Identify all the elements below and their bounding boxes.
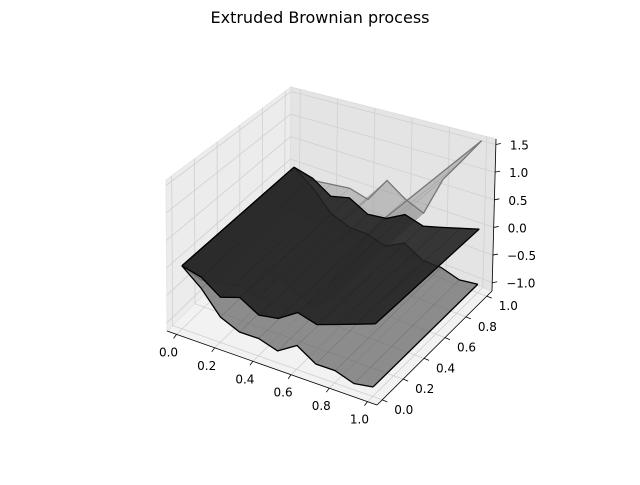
z-tick-label: 0.5 <box>508 194 527 208</box>
x-tick <box>325 387 330 393</box>
y-tick <box>423 357 430 361</box>
y-tick <box>465 316 472 320</box>
y-tick-label: 0.6 <box>457 341 476 355</box>
x-tick-label: 0.6 <box>274 386 293 400</box>
z-tick <box>494 198 500 201</box>
z-tick-label: −0.5 <box>507 249 536 263</box>
chart-title: Extruded Brownian process <box>211 8 430 27</box>
y-tick-label: 0.2 <box>415 382 434 396</box>
x-tick-label: 0.2 <box>197 359 216 373</box>
y-axis-line <box>376 290 493 406</box>
y-tick <box>402 378 409 382</box>
y-tick <box>486 295 492 299</box>
z-tick-label: 0.0 <box>508 221 527 235</box>
axis-ticks: 0.00.20.40.60.81.00.00.20.40.60.81.0−1.0… <box>159 139 536 427</box>
x-tick-label: 1.0 <box>350 413 369 427</box>
dark-surface-start-edge <box>181 166 295 267</box>
z-tick <box>492 253 499 256</box>
x-tick <box>287 374 292 379</box>
gridline <box>166 136 495 241</box>
gridline <box>367 136 488 402</box>
z-tick <box>492 281 498 284</box>
dark-surface-back-edge <box>293 166 480 230</box>
z-tick <box>495 143 501 145</box>
light-surface-end-edge <box>378 140 482 224</box>
y-tick <box>382 399 388 403</box>
x-tick-label: 0.8 <box>312 399 331 413</box>
gridline <box>165 113 496 214</box>
x-tick-label: 0.4 <box>235 372 254 386</box>
x-tick <box>211 347 216 353</box>
gridline <box>171 175 383 401</box>
y-tick-label: 0.8 <box>478 320 497 334</box>
y-tick-label: 0.0 <box>394 403 413 417</box>
x-axis-line <box>166 330 378 406</box>
surfaces <box>181 140 483 388</box>
z-tick <box>495 170 501 173</box>
x-tick <box>249 361 254 366</box>
z-axis-line <box>491 138 497 292</box>
y-tick <box>444 337 451 341</box>
x-tick-label: 0.0 <box>159 345 178 359</box>
z-tick-label: 1.0 <box>509 166 528 180</box>
z-tick-label: −1.0 <box>506 277 535 291</box>
mid-surface-end-edge <box>372 283 479 388</box>
y-tick-label: 0.4 <box>436 361 455 375</box>
gridline <box>165 91 497 186</box>
light-surface-back-edge <box>293 140 483 215</box>
dark-surface-front-edge <box>181 265 376 326</box>
y-tick-label: 1.0 <box>499 299 518 313</box>
dark-surface-end-edge <box>374 228 480 325</box>
x-tick <box>364 401 368 406</box>
x-tick <box>173 334 177 339</box>
z-tick-label: 1.5 <box>510 139 529 153</box>
z-tick <box>493 226 499 228</box>
mid-surface-front-edge <box>181 265 374 388</box>
